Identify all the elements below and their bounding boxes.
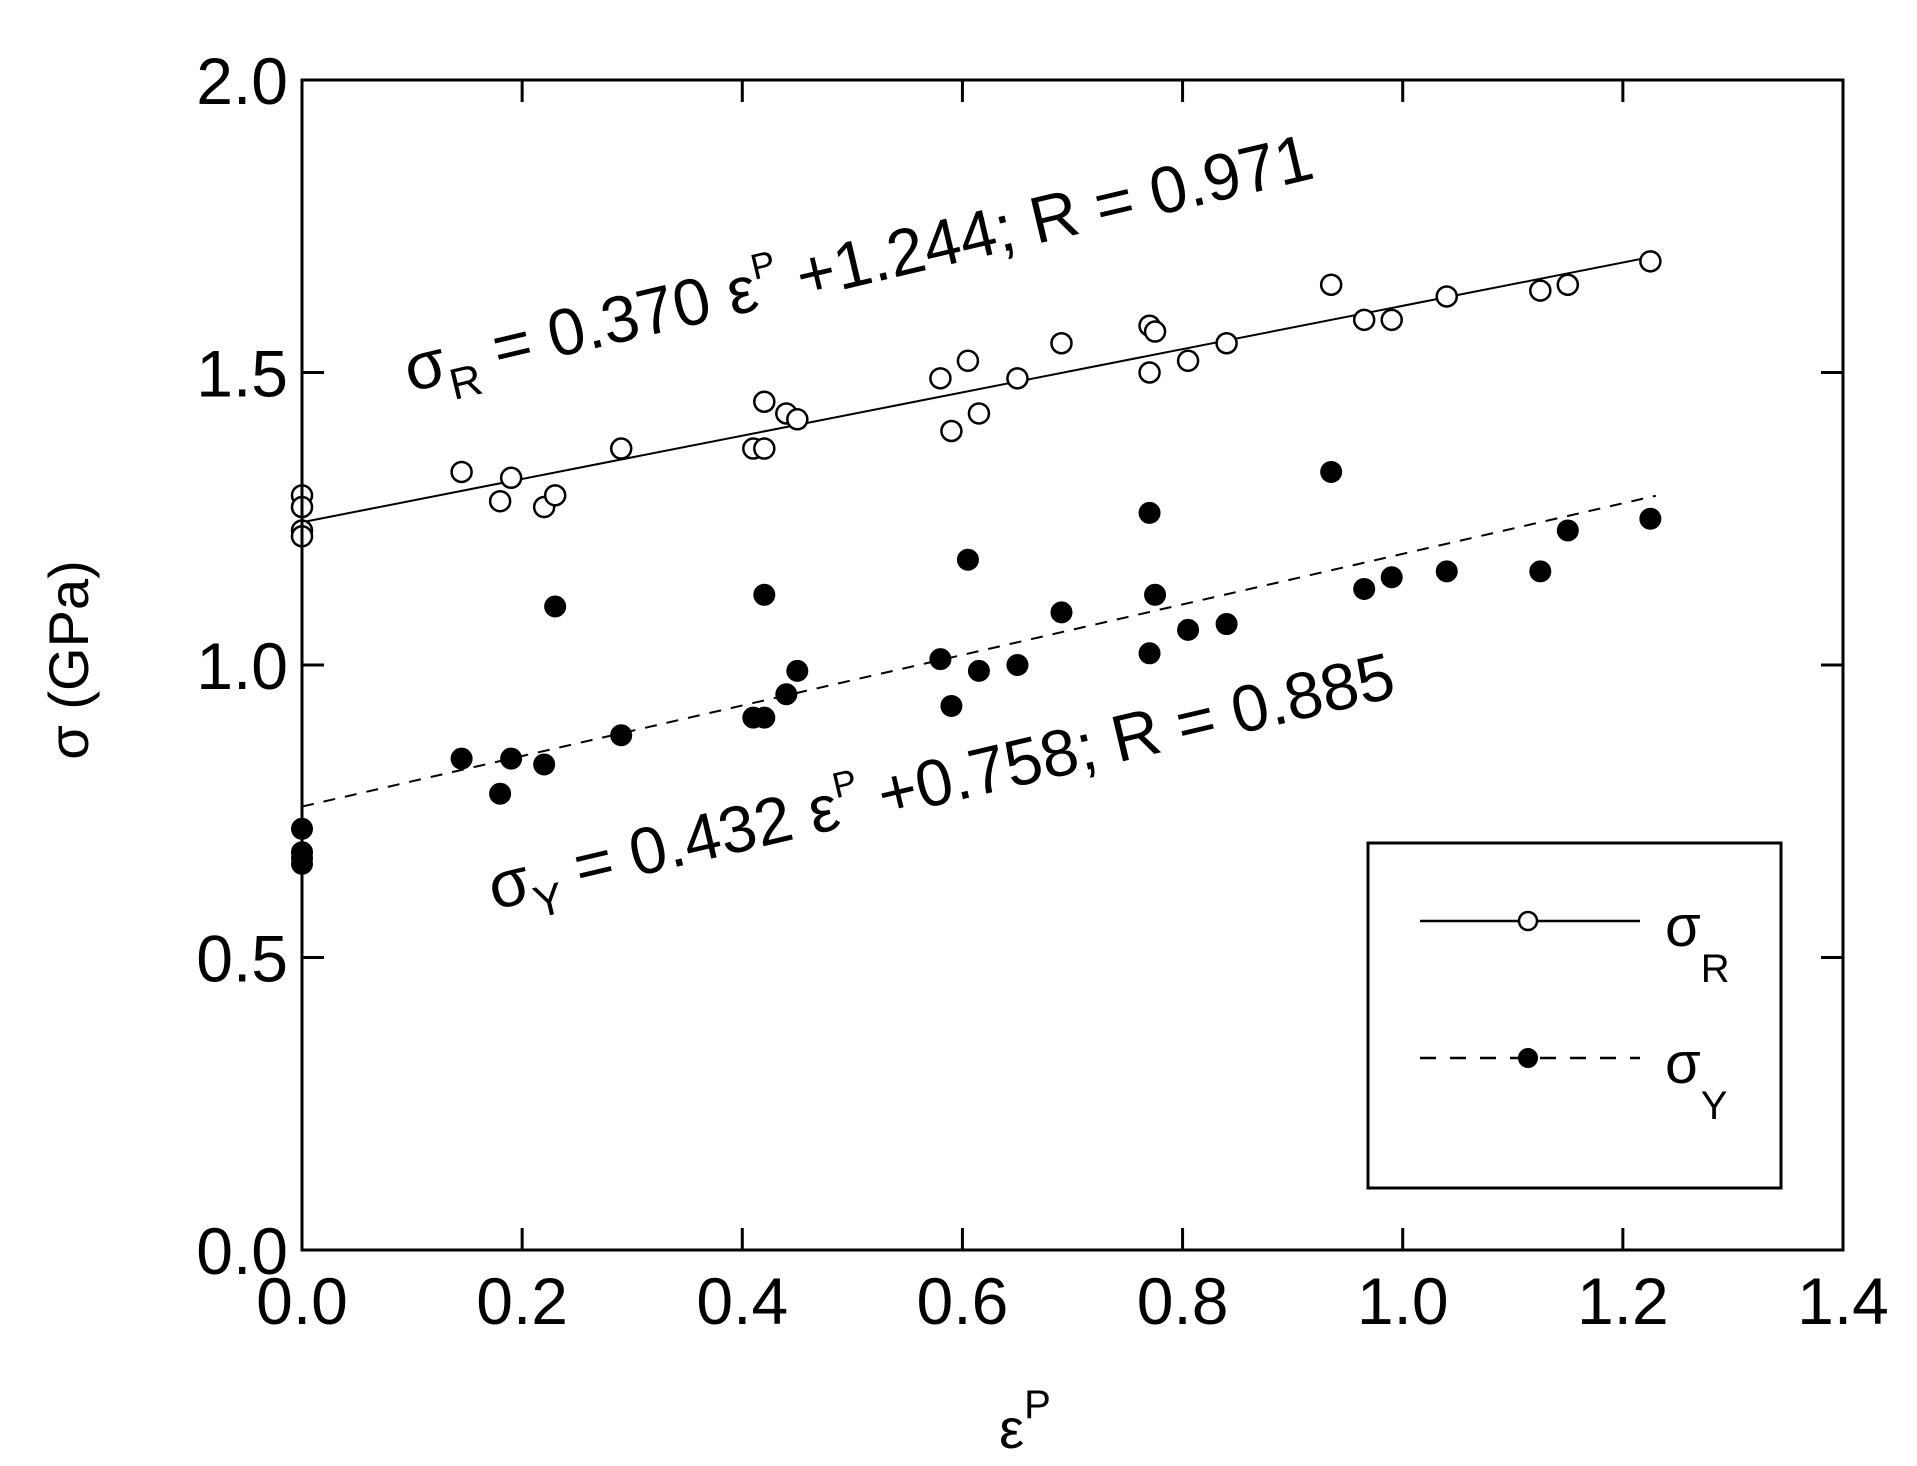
point-sigma-y [940, 694, 963, 717]
point-sigma-y [753, 706, 776, 729]
fit-line-sigma-y [301, 494, 1657, 808]
point-sigma-y [929, 648, 952, 671]
point-sigma-y [1639, 507, 1662, 530]
point-sigma-r [1138, 361, 1161, 384]
point-sigma-r [940, 419, 963, 443]
legend-marker-sigma-r [1517, 910, 1539, 932]
x-tick-label: 0.2 [476, 1264, 568, 1338]
point-sigma-y [956, 548, 979, 571]
point-sigma-y [1353, 577, 1376, 600]
point-sigma-r [929, 367, 952, 390]
point-sigma-y [1556, 519, 1579, 542]
legend-marker-sigma-y [1518, 1048, 1538, 1068]
y-tick-label: 2.0 [196, 44, 288, 118]
axis-tick-labels: 0.0 0.2 0.4 0.6 0.8 1.0 1.2 1.4 0.0 0.5 1.0 1.5 2.0 [196, 44, 1889, 1338]
x-axis-label-superscript: P [1024, 1383, 1051, 1427]
point-sigma-r [1176, 349, 1200, 373]
point-sigma-y [500, 747, 523, 770]
point-sigma-r [1529, 279, 1552, 302]
point-sigma-r [753, 390, 776, 413]
point-sigma-r [1380, 308, 1403, 332]
point-sigma-y [753, 583, 776, 606]
x-tick-label: 0.6 [917, 1264, 1009, 1338]
legend-label-sigma-y: σY [1665, 1031, 1727, 1128]
point-sigma-r [1352, 308, 1376, 332]
axis-ticks [300, 78, 1845, 1252]
x-tick-label: 1.2 [1577, 1264, 1669, 1338]
legend-label-sigma-r-symbol: σ [1665, 894, 1701, 959]
y-tick-label: 1.0 [196, 629, 288, 703]
legend-box [1366, 841, 1783, 1190]
fit-lines [301, 255, 1657, 808]
point-sigma-y [775, 683, 798, 706]
point-sigma-y [1050, 601, 1073, 624]
point-sigma-y [533, 753, 556, 776]
point-sigma-r [543, 484, 567, 507]
point-sigma-y [1177, 618, 1200, 641]
point-sigma-r [1639, 250, 1662, 273]
y-axis-label: σ (GPa) [37, 560, 100, 759]
x-tick-label: 0.8 [1137, 1264, 1229, 1338]
y-tick-label: 0.5 [196, 922, 288, 996]
y-tick-label: 1.5 [196, 337, 288, 411]
point-sigma-r [1006, 367, 1029, 390]
point-sigma-y [1006, 654, 1029, 676]
fit-line-sigma-r [301, 255, 1657, 524]
point-sigma-r [1435, 285, 1458, 308]
point-sigma-r [450, 460, 473, 484]
point-sigma-y [450, 747, 473, 770]
x-tick-label: 1.0 [1357, 1264, 1449, 1338]
point-sigma-r [956, 349, 980, 373]
legend-label-sigma-y-subscript: Y [1701, 1084, 1728, 1128]
x-tick-label: 0.4 [696, 1264, 788, 1338]
point-sigma-r [1143, 320, 1167, 343]
legend-label-sigma-y-symbol: σ [1665, 1031, 1701, 1096]
point-sigma-y [1144, 583, 1167, 606]
legend-label-sigma-r: σR [1665, 894, 1730, 991]
point-sigma-r [609, 437, 633, 460]
point-sigma-y [1435, 560, 1458, 583]
x-axis-label-symbol: ε [999, 1397, 1024, 1460]
x-tick-label: 1.4 [1797, 1264, 1889, 1338]
point-sigma-y [489, 782, 512, 805]
point-sigma-y [1320, 460, 1343, 483]
point-sigma-y [1529, 560, 1552, 583]
point-sigma-y [544, 595, 567, 618]
legend: σR σY [1366, 841, 1783, 1190]
point-sigma-r [488, 489, 512, 513]
point-sigma-r [1215, 332, 1238, 355]
data-points [290, 250, 1662, 875]
point-sigma-r [1556, 273, 1580, 296]
point-sigma-y [1380, 566, 1403, 589]
point-sigma-y [786, 659, 809, 682]
point-sigma-r [967, 402, 991, 425]
point-sigma-y [1215, 613, 1238, 636]
x-axis-label: εP [999, 1383, 1051, 1460]
point-sigma-y [1138, 501, 1161, 524]
point-sigma-r [753, 437, 776, 460]
point-sigma-r [786, 408, 809, 431]
point-sigma-y [610, 724, 633, 747]
point-sigma-r [1319, 273, 1343, 296]
point-sigma-r [1050, 332, 1073, 355]
legend-label-sigma-r-subscript: R [1701, 947, 1730, 991]
point-sigma-r [499, 466, 523, 490]
point-sigma-y [1138, 642, 1161, 665]
x-tick-label: 0.0 [256, 1264, 348, 1338]
y-tick-label: 0.0 [196, 1214, 288, 1288]
point-sigma-y [967, 659, 990, 682]
